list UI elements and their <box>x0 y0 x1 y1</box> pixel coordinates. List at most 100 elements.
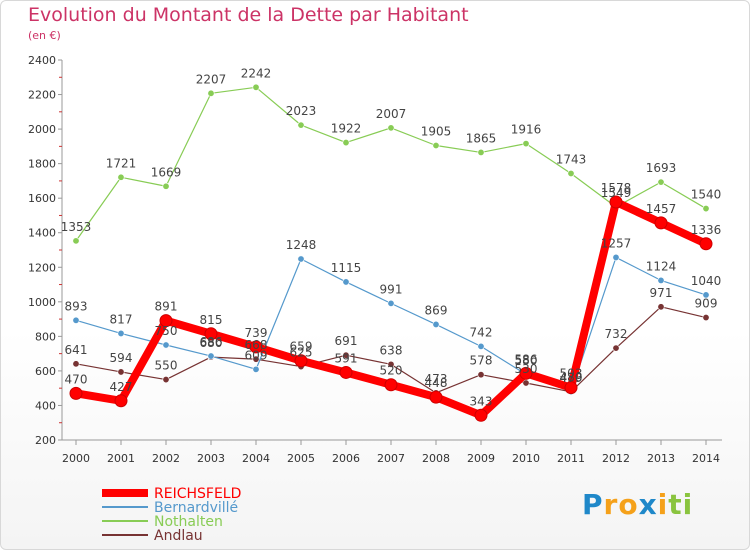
data-label: 594 <box>110 351 133 365</box>
data-label: 503 <box>560 367 583 381</box>
data-label: 817 <box>110 312 133 326</box>
data-label: 1115 <box>331 261 362 275</box>
legend-label-2: Nothalten <box>154 514 223 530</box>
data-label: 479 <box>560 371 583 385</box>
legend-label-3: Andlau <box>154 528 203 544</box>
data-point <box>429 390 443 404</box>
data-point <box>384 378 398 392</box>
data-point <box>294 354 308 368</box>
data-label: 909 <box>695 297 718 311</box>
data-label: 2242 <box>241 66 272 80</box>
x-tick-label: 2011 <box>557 452 585 465</box>
data-point <box>432 142 440 150</box>
data-point <box>567 169 575 177</box>
x-tick-label: 2002 <box>152 452 180 465</box>
data-label: 1905 <box>421 125 452 139</box>
data-point <box>72 316 80 324</box>
data-point <box>159 314 173 328</box>
data-label: 530 <box>515 362 538 376</box>
data-point <box>702 291 710 299</box>
data-point <box>342 278 350 286</box>
data-point <box>249 340 263 354</box>
data-point <box>72 360 80 368</box>
x-tick-label: 2001 <box>107 452 135 465</box>
data-label: 473 <box>425 372 448 386</box>
y-tick-label: 2200 <box>28 89 56 102</box>
data-point <box>477 371 485 379</box>
data-label: 448 <box>425 376 448 390</box>
data-label: 578 <box>470 354 493 368</box>
data-point <box>657 303 665 311</box>
data-label: 343 <box>470 394 493 408</box>
data-label: 1336 <box>691 223 722 237</box>
x-tick-label: 2008 <box>422 452 450 465</box>
data-label: 2023 <box>286 104 317 118</box>
logo-letter: r <box>603 488 619 521</box>
legend-label-1: Bernardvillé <box>154 500 238 516</box>
data-label: 1540 <box>691 188 722 202</box>
data-point <box>387 299 395 307</box>
data-label: 1040 <box>691 274 722 288</box>
data-point <box>432 320 440 328</box>
y-tick-label: 600 <box>35 365 56 378</box>
logo-letter: P <box>582 488 604 521</box>
logo-letter: x <box>638 488 658 521</box>
data-point <box>252 365 260 373</box>
y-tick-label: 1600 <box>28 192 56 205</box>
y-tick-label: 800 <box>35 330 56 343</box>
data-label: 680 <box>200 336 223 350</box>
y-tick-label: 2400 <box>28 54 56 67</box>
data-point <box>477 148 485 156</box>
y-tick-label: 1000 <box>28 296 56 309</box>
x-tick-label: 2004 <box>242 452 270 465</box>
data-point <box>387 360 395 368</box>
x-tick-label: 2007 <box>377 452 405 465</box>
data-point <box>207 89 215 97</box>
data-point <box>342 139 350 147</box>
data-point <box>69 386 83 400</box>
data-label: 691 <box>335 334 358 348</box>
data-label: 427 <box>110 380 133 394</box>
data-point <box>387 124 395 132</box>
data-label: 586 <box>515 352 538 366</box>
data-label: 739 <box>245 326 268 340</box>
data-point <box>654 216 668 230</box>
data-label: 891 <box>155 300 178 314</box>
data-label: 520 <box>380 364 403 378</box>
data-point <box>252 83 260 91</box>
data-point <box>612 344 620 352</box>
data-label: 1865 <box>466 131 497 145</box>
data-label: 1457 <box>646 202 677 216</box>
data-point <box>342 351 350 359</box>
data-label: 742 <box>470 325 493 339</box>
y-tick-label: 1400 <box>28 227 56 240</box>
data-label: 1721 <box>106 156 137 170</box>
data-point <box>72 237 80 245</box>
data-label: 668 <box>245 338 268 352</box>
x-tick-label: 2012 <box>602 452 630 465</box>
data-label: 1257 <box>601 236 632 250</box>
data-label: 1248 <box>286 238 317 252</box>
data-point <box>297 121 305 129</box>
data-label: 869 <box>425 303 448 317</box>
data-label: 1669 <box>151 165 182 179</box>
data-label: 1693 <box>646 161 677 175</box>
x-tick-label: 2014 <box>692 452 720 465</box>
data-label: 638 <box>380 343 403 357</box>
data-label: 893 <box>65 299 88 313</box>
data-label: 686 <box>200 335 223 349</box>
data-label: 991 <box>380 282 403 296</box>
x-tick-label: 2003 <box>197 452 225 465</box>
data-label: 580 <box>515 353 538 367</box>
chart-title: Evolution du Montant de la Dette par Hab… <box>28 4 469 26</box>
x-tick-label: 2006 <box>332 452 360 465</box>
data-label: 1916 <box>511 123 542 137</box>
data-point <box>204 327 218 341</box>
data-label: 625 <box>290 346 313 360</box>
logo-letter: i <box>682 488 694 521</box>
data-point <box>297 255 305 263</box>
y-tick-label: 2000 <box>28 123 56 136</box>
data-point <box>657 276 665 284</box>
data-point <box>522 140 530 148</box>
